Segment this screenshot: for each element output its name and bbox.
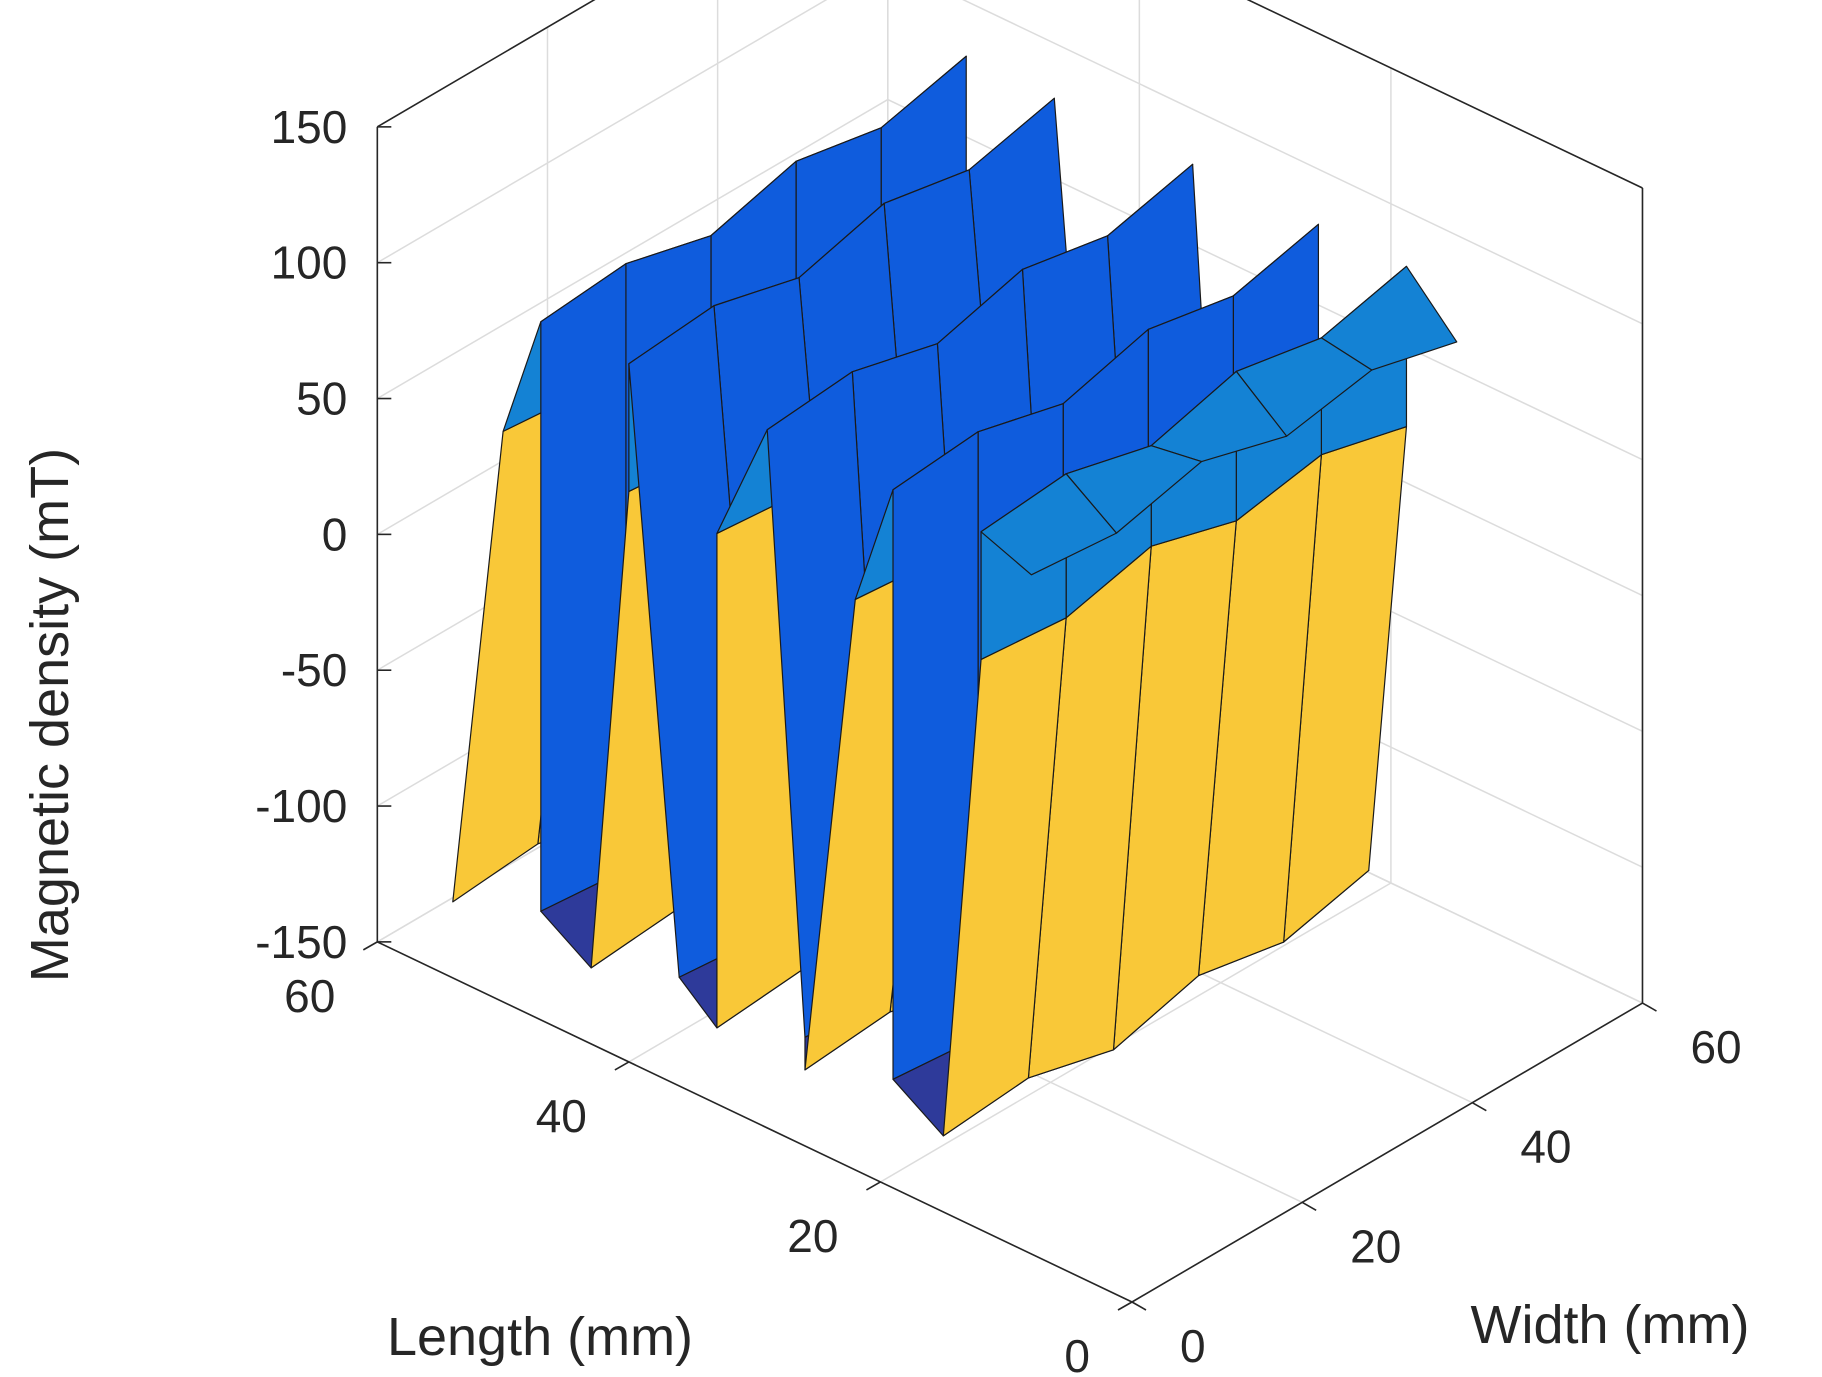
z-tick-label: -50 — [281, 644, 347, 696]
grid-line — [962, 0, 1643, 325]
z-tick-label: 100 — [271, 237, 348, 289]
y-axis-label: Width (mm) — [1471, 1295, 1750, 1355]
y-tick-mark — [1642, 1002, 1657, 1012]
x-tick-label: 20 — [787, 1210, 838, 1262]
grid-line — [880, 882, 1392, 1183]
surface-layer — [452, 55, 1458, 1137]
z-axis-label: Magnetic density (mT) — [20, 448, 80, 982]
grid-line — [376, 98, 889, 400]
y-tick-label: 20 — [1350, 1220, 1401, 1272]
y-tick-mark — [1301, 1201, 1317, 1212]
x-tick-label: 60 — [284, 970, 335, 1022]
grid-line — [376, 0, 828, 264]
z-tick-label: 0 — [322, 508, 348, 560]
y-tick-label: 0 — [1180, 1320, 1206, 1372]
x-tick-label: 40 — [536, 1090, 587, 1142]
x-tick-label: 0 — [1064, 1330, 1090, 1377]
x-tick-mark — [362, 941, 378, 951]
axis-edge — [376, 941, 1133, 1303]
axis-edge — [376, 0, 596, 128]
x-tick-mark — [866, 1181, 881, 1191]
grid-line — [376, 0, 596, 128]
z-tick-label: 150 — [271, 101, 348, 153]
surface-facet — [980, 473, 1118, 576]
x-axis-label: Length (mm) — [387, 1307, 693, 1367]
z-tick-label: -150 — [255, 916, 347, 968]
z-tick-label: -100 — [255, 780, 347, 832]
y-tick-label: 60 — [1690, 1021, 1741, 1073]
axis-edge — [1246, 0, 1643, 189]
z-tick-label: 50 — [296, 373, 347, 425]
x-tick-mark — [1117, 1301, 1133, 1311]
y-tick-mark — [1131, 1301, 1147, 1311]
y-tick-label: 40 — [1520, 1121, 1571, 1173]
x-tick-mark — [614, 1061, 630, 1071]
axis-edge — [1131, 1002, 1643, 1303]
y-tick-mark — [1471, 1101, 1487, 1112]
